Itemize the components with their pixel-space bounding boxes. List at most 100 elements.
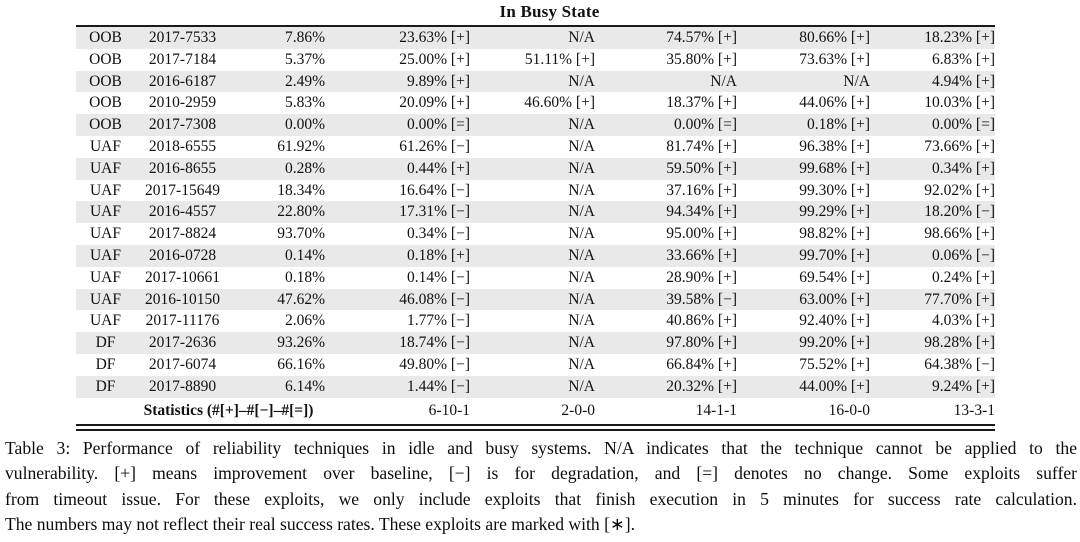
- rate-cell: 46.08% [−]: [399, 290, 470, 308]
- rate-cell: 63.00% [+]: [799, 290, 870, 308]
- rate-cell: 94.34% [+]: [666, 203, 737, 221]
- baseline-rate-cell: 18.34%: [277, 181, 325, 199]
- baseline-rate-cell: 93.26%: [277, 334, 325, 352]
- table-row: UAF 2017-11176 2.06% 1.77% [−] N/A 40.86% [+]…: [76, 310, 995, 332]
- cve-id-cell: 2017-2636: [148, 334, 217, 352]
- rate-cell: N/A: [568, 246, 595, 264]
- rate-cell: 97.80% [+]: [666, 334, 737, 352]
- vuln-type-cell: UAF: [89, 203, 121, 221]
- rate-cell: 0.44% [+]: [407, 159, 470, 177]
- rate-cell: 81.74% [+]: [666, 137, 737, 155]
- cve-id-cell: 2017-8824: [148, 225, 217, 243]
- rate-cell: 66.84% [+]: [666, 355, 737, 373]
- rate-cell: N/A: [843, 72, 870, 90]
- rate-cell: N/A: [568, 290, 595, 308]
- table-row: DF 2017-2636 93.26% 18.74% [−] N/A 97.80% [+]…: [76, 332, 995, 354]
- table-row: OOB 2010-2959 5.83% 20.09% [+] 46.60% [+] 18.…: [76, 92, 995, 114]
- cve-id-cell: 2017-11176: [145, 312, 220, 330]
- rate-cell: N/A: [568, 181, 595, 199]
- cve-id-cell: 2016-6187: [148, 72, 217, 90]
- rate-cell: 10.03% [+]: [924, 94, 995, 112]
- rate-cell: 0.24% [+]: [932, 268, 995, 286]
- rate-cell: 40.86% [+]: [666, 312, 737, 330]
- table-row: UAF 2017-15649 18.34% 16.64% [−] N/A 37.16% […: [76, 180, 995, 202]
- baseline-rate-cell: 47.62%: [277, 290, 325, 308]
- cve-id-cell: 2017-7308: [148, 116, 217, 134]
- rate-cell: 61.26% [−]: [399, 137, 470, 155]
- vuln-type-cell: UAF: [89, 290, 121, 308]
- baseline-rate-cell: 0.00%: [284, 116, 325, 134]
- rate-cell: 51.11% [+]: [524, 50, 595, 68]
- rate-cell: 98.66% [+]: [924, 225, 995, 243]
- rate-cell: 33.66% [+]: [666, 246, 737, 264]
- results-table: OOB 2017-7533 7.86% 23.63% [+] N/A 74.57% [+]…: [76, 27, 995, 424]
- rate-cell: N/A: [568, 116, 595, 134]
- statistics-value: 13-3-1: [870, 397, 995, 424]
- statistics-row: Statistics (#[+]–#[−]–#[=]) 6-10-1 2-0-0…: [76, 397, 995, 424]
- baseline-rate-cell: 5.37%: [284, 50, 325, 68]
- rate-cell: 92.02% [+]: [924, 181, 995, 199]
- vuln-type-cell: UAF: [89, 181, 121, 199]
- statistics-value: 2-0-0: [470, 397, 595, 424]
- baseline-rate-cell: 0.18%: [284, 268, 325, 286]
- rate-cell: N/A: [568, 72, 595, 90]
- rate-cell: 35.80% [+]: [666, 50, 737, 68]
- rate-cell: N/A: [568, 355, 595, 373]
- rate-cell: 69.54% [+]: [799, 268, 870, 286]
- rate-cell: N/A: [710, 72, 737, 90]
- rate-cell: 18.23% [+]: [924, 29, 995, 46]
- rate-cell: 16.64% [−]: [399, 181, 470, 199]
- rate-cell: 1.77% [−]: [407, 312, 470, 330]
- rate-cell: 1.44% [−]: [407, 377, 470, 395]
- rate-cell: 6.83% [+]: [932, 50, 995, 68]
- rate-cell: 23.63% [+]: [399, 29, 470, 46]
- table-title-busy-state: In Busy State: [499, 2, 600, 21]
- statistics-label: Statistics (#[+]–#[−]–#[=]): [104, 397, 353, 424]
- rate-cell: 77.70% [+]: [924, 290, 995, 308]
- table-row: UAF 2017-8824 93.70% 0.34% [−] N/A 95.00% [+]…: [76, 223, 995, 245]
- baseline-rate-cell: 0.28%: [284, 159, 325, 177]
- rate-cell: 4.03% [+]: [932, 312, 995, 330]
- vuln-type-cell: UAF: [89, 246, 121, 264]
- caption-line: vulnerability. [+] means improvement ove…: [5, 463, 1077, 484]
- baseline-rate-cell: 2.06%: [284, 312, 325, 330]
- table-row: UAF 2017-10661 0.18% 0.14% [−] N/A 28.90% [+]…: [76, 267, 995, 289]
- rate-cell: N/A: [568, 203, 595, 221]
- rate-cell: 0.00% [=]: [932, 116, 995, 134]
- baseline-rate-cell: 66.16%: [277, 355, 325, 373]
- cve-id-cell: 2017-8890: [148, 377, 217, 395]
- rate-cell: 0.00% [=]: [674, 116, 737, 134]
- cve-id-cell: 2016-8655: [148, 159, 217, 177]
- rate-cell: 0.18% [+]: [407, 246, 470, 264]
- baseline-rate-cell: 2.49%: [284, 72, 325, 90]
- cve-id-cell: 2018-6555: [148, 137, 217, 155]
- cve-id-cell: 2017-6074: [148, 355, 217, 373]
- table-row: DF 2017-8890 6.14% 1.44% [−] N/A 20.32% [+] 44…: [76, 375, 995, 398]
- statistics-value: 16-0-0: [737, 397, 870, 424]
- baseline-rate-cell: 6.14%: [284, 377, 325, 395]
- baseline-rate-cell: 5.83%: [284, 94, 325, 112]
- baseline-rate-cell: 7.86%: [284, 29, 325, 46]
- rate-cell: 98.28% [+]: [924, 334, 995, 352]
- rate-cell: 74.57% [+]: [666, 29, 737, 46]
- vuln-type-cell: UAF: [89, 312, 121, 330]
- rate-cell: 49.80% [−]: [399, 355, 470, 373]
- cve-id-cell: 2010-2959: [148, 94, 217, 112]
- cve-id-cell: 2017-7184: [148, 50, 217, 68]
- cve-id-cell: 2017-7533: [148, 29, 217, 46]
- baseline-rate-cell: 61.92%: [277, 137, 325, 155]
- cve-id-cell: 2016-0728: [148, 246, 217, 264]
- table-body: OOB 2017-7533 7.86% 23.63% [+] N/A 74.57% [+]…: [76, 27, 995, 398]
- vuln-type-cell: OOB: [89, 116, 122, 134]
- rate-cell: N/A: [568, 225, 595, 243]
- rate-cell: 80.66% [+]: [799, 29, 870, 46]
- rate-cell: 25.00% [+]: [399, 50, 470, 68]
- table-row: OOB 2017-7184 5.37% 25.00% [+] 51.11% [+] 35.…: [76, 49, 995, 71]
- rate-cell: 9.89% [+]: [407, 72, 470, 90]
- rate-cell: 0.18% [+]: [807, 116, 870, 134]
- vuln-type-cell: UAF: [89, 268, 121, 286]
- rate-cell: N/A: [568, 268, 595, 286]
- table-row: UAF 2016-4557 22.80% 17.31% [−] N/A 94.34% [+…: [76, 201, 995, 224]
- vuln-type-cell: UAF: [89, 225, 121, 243]
- rate-cell: 0.34% [+]: [932, 159, 995, 177]
